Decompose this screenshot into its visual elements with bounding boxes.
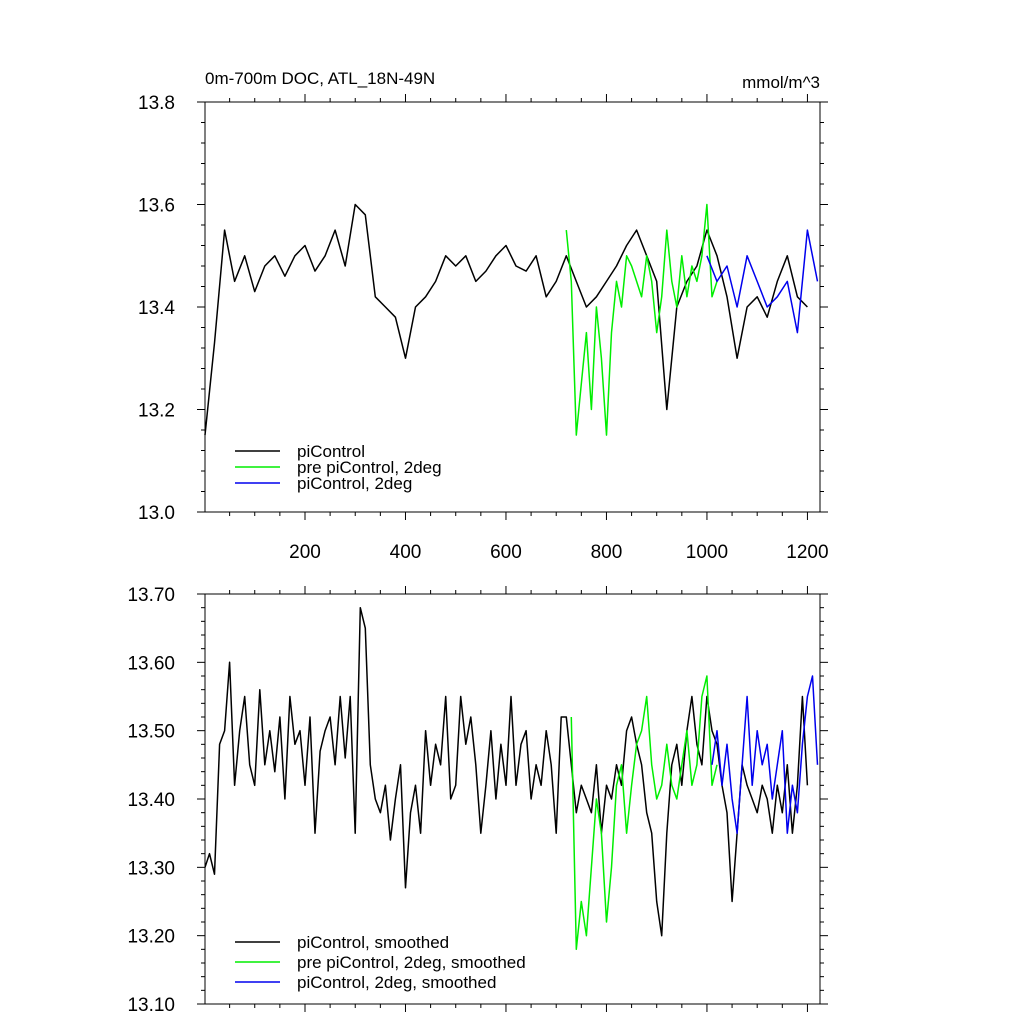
panel-top-axes: 200 400 600 800 1000 1200 13.0 13.2 13.4 13.6 13.8 — [138, 93, 829, 563]
y-tick-label: 13.4 — [138, 298, 175, 319]
x-tick-label: 400 — [390, 542, 422, 563]
y-tick-label: 13.10 — [127, 995, 175, 1016]
panel-top-series — [204, 203, 819, 436]
legend-label: piControl, smoothed — [297, 933, 449, 952]
x-tick-label: 200 — [289, 542, 321, 563]
series-line-0 — [204, 203, 808, 436]
x-tick-label: 1000 — [686, 542, 728, 563]
legend-label: pre piControl, 2deg, smoothed — [297, 953, 526, 972]
y-tick-label: 13.8 — [138, 93, 175, 114]
series-line-1 — [565, 203, 718, 436]
panel-top-title: 0m-700m DOC, ATL_18N-49N — [205, 69, 435, 88]
y-tick-label: 13.0 — [138, 503, 175, 524]
panel-top-units: mmol/m^3 — [742, 73, 820, 92]
series-line-0 — [204, 606, 809, 937]
panel-top: 0m-700m DOC, ATL_18N-49N mmol/m^3 200 400… — [138, 69, 829, 563]
y-tick-label: 13.60 — [127, 653, 175, 674]
x-tick-label: 800 — [591, 542, 623, 563]
y-tick-label: 13.6 — [138, 196, 175, 217]
legend-label: piControl, 2deg, smoothed — [297, 973, 496, 992]
y-tick-label: 13.40 — [127, 790, 175, 811]
y-tick-label: 13.2 — [138, 401, 175, 422]
legend-label: piControl, 2deg — [297, 474, 412, 493]
y-tick-label: 13.20 — [127, 927, 175, 948]
legend-label: piControl — [297, 442, 365, 461]
y-tick-label: 13.30 — [127, 858, 175, 879]
series-line-1 — [570, 675, 718, 951]
y-tick-label: 13.70 — [127, 585, 175, 606]
y-tick-label: 13.50 — [127, 722, 175, 743]
panel-bottom-axes: 13.10 13.20 13.30 13.40 13.50 13.60 13.70 — [127, 585, 828, 1016]
legend-label: pre piControl, 2deg — [297, 458, 442, 477]
x-tick-label: 1200 — [786, 542, 828, 563]
x-tick-label: 600 — [490, 542, 522, 563]
panel-bottom-series — [204, 606, 819, 951]
series-line-2 — [706, 229, 819, 334]
panel-bottom: 13.10 13.20 13.30 13.40 13.50 13.60 13.70 piCo… — [127, 585, 828, 1016]
series-line-2 — [711, 675, 819, 834]
